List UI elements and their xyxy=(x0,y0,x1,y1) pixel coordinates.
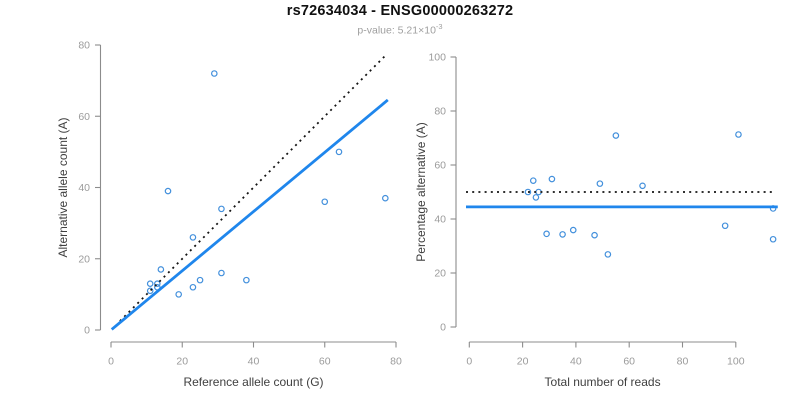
data-point xyxy=(559,231,566,238)
data-point xyxy=(721,222,729,230)
pvalue-mantissa: 5.21×10 xyxy=(397,24,436,37)
data-point xyxy=(335,148,343,156)
x-tick-label: 60 xyxy=(319,356,331,368)
regression-line xyxy=(110,98,389,331)
x-axis-title: Reference allele count (G) xyxy=(183,375,323,389)
pvalue-exponent: -3 xyxy=(435,22,443,31)
y-tick-label: 20 xyxy=(434,268,446,280)
data-point xyxy=(146,280,154,287)
data-point xyxy=(548,175,556,183)
data-point xyxy=(591,231,598,239)
identity-dotted-line xyxy=(119,55,386,322)
y-axis-title: Alternative allele count (A) xyxy=(56,117,70,257)
data-point xyxy=(218,269,225,277)
figure-title: rs72634034 - ENSG00000263272 xyxy=(286,3,514,19)
data-point xyxy=(175,291,182,298)
x-tick-label: 80 xyxy=(390,356,402,368)
x-tick-label: 20 xyxy=(176,356,188,368)
data-point xyxy=(596,180,604,187)
figure-header: rs72634034 - ENSG00000263272 p-value: 5.… xyxy=(0,3,800,37)
y-tick-label: 40 xyxy=(78,182,90,194)
x-tick-label: 60 xyxy=(623,356,635,368)
data-point xyxy=(529,177,537,184)
figure-subtitle: p-value: 5.21×10-3 xyxy=(0,22,800,37)
x-axis-title: Total number of reads xyxy=(545,375,661,389)
y-tick-label: 60 xyxy=(78,111,90,123)
data-point xyxy=(735,131,742,138)
data-point xyxy=(543,230,550,238)
data-point xyxy=(164,187,172,195)
y-axis-title: Percentage alternative (A) xyxy=(414,122,428,261)
data-point xyxy=(218,205,225,213)
data-point xyxy=(569,226,577,234)
y-tick-label: 60 xyxy=(434,160,446,172)
x-tick-label: 100 xyxy=(727,356,745,368)
data-point xyxy=(639,182,646,190)
data-point xyxy=(532,194,540,201)
data-point xyxy=(146,287,154,295)
data-point xyxy=(604,251,612,258)
y-tick-label: 0 xyxy=(84,325,90,337)
data-point xyxy=(382,194,389,202)
data-point xyxy=(612,132,620,139)
data-point xyxy=(154,280,161,287)
data-point xyxy=(189,234,197,241)
x-tick-label: 40 xyxy=(248,356,260,368)
y-tick-label: 0 xyxy=(440,322,446,334)
right-plot: 0 20 40 60 80 100 0 20 40 60 80 100 Total number of … xyxy=(414,52,778,389)
data-point xyxy=(321,198,329,206)
x-tick-label: 0 xyxy=(108,356,114,368)
data-point xyxy=(243,276,250,284)
x-tick-label: 40 xyxy=(570,356,582,368)
left-plot: 0 20 40 60 80 0 20 40 60 80 Reference allele count… xyxy=(56,40,402,389)
x-tick-label: 20 xyxy=(517,356,529,368)
data-point xyxy=(524,188,532,196)
x-tick-label: 80 xyxy=(677,356,689,368)
data-point xyxy=(157,266,165,273)
data-point xyxy=(769,235,777,243)
x-tick-label: 0 xyxy=(466,356,472,368)
data-point xyxy=(196,276,204,284)
pvalue-prefix: p-value: xyxy=(357,24,398,37)
data-point xyxy=(189,283,197,291)
y-tick-label: 40 xyxy=(434,214,446,226)
y-tick-label: 20 xyxy=(78,253,90,265)
data-point xyxy=(211,70,218,77)
y-tick-label: 80 xyxy=(434,106,446,118)
y-tick-label: 100 xyxy=(428,52,446,64)
y-tick-label: 80 xyxy=(78,40,90,52)
